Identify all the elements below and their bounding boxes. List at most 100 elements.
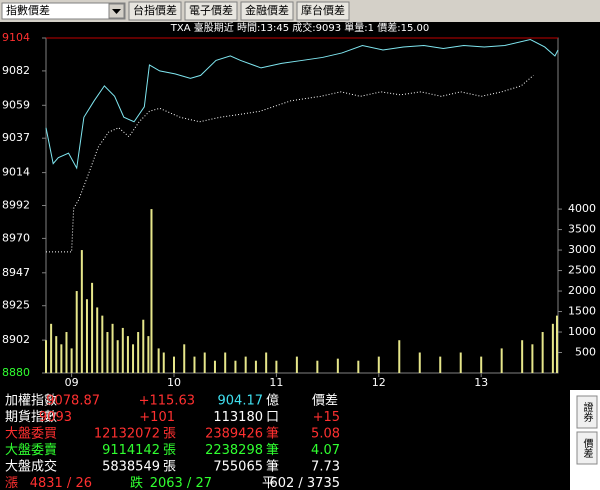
volume-bar — [555, 315, 558, 373]
y-tick-label: 9037 — [2, 131, 30, 144]
table-cell: +15 — [313, 410, 340, 425]
volume-bar — [55, 336, 58, 373]
volume-bar — [521, 340, 524, 373]
y2-tick-label: 1500 — [568, 305, 596, 318]
table-cell: 7.73 — [311, 460, 340, 475]
table-cell: 筆 — [266, 427, 279, 442]
dropdown-arrow — [112, 9, 121, 14]
price-line — [45, 38, 559, 170]
y2-tick-label: 1000 — [568, 325, 596, 338]
y-tick-label: 8992 — [2, 199, 30, 212]
table-cell: 2389426 — [205, 427, 263, 442]
volume-bar — [142, 319, 145, 373]
toolbar-button[interactable] — [240, 1, 294, 21]
volume-bar — [91, 282, 94, 373]
volume-bar — [137, 332, 140, 373]
toolbar-button-label: 電子價差 — [189, 3, 233, 17]
y-tick-label: 8947 — [2, 266, 30, 279]
table-cell: 4831 / 26 — [30, 476, 92, 490]
chart-title: TXA 臺股期近 時間:13:45 成交:9093 單量:1 價差:15.00 — [170, 21, 429, 34]
volume-bar — [254, 360, 257, 373]
volume-bar — [500, 348, 503, 373]
volume-bar — [106, 332, 109, 373]
volume-bar — [336, 358, 339, 373]
table-cell: 大盤委賣 — [5, 443, 57, 458]
side-tab-label: 價差 — [581, 437, 593, 458]
y2-tick-label: 3500 — [568, 223, 596, 236]
table-cell: 口 — [266, 410, 279, 425]
volume-bar — [224, 352, 227, 373]
y2-tick-label: 2500 — [568, 264, 596, 277]
volume-bar — [234, 360, 237, 373]
volume-bar — [418, 352, 421, 373]
toolbar-button[interactable] — [296, 1, 350, 21]
table-cell: 5.08 — [311, 427, 340, 442]
table-cell: 平 — [262, 476, 275, 490]
y-tick-label: 8970 — [2, 231, 30, 244]
table-cell: 2063 / 27 — [150, 476, 212, 490]
table-cell: 加權指數 — [5, 394, 57, 409]
volume-bar — [459, 352, 462, 373]
table-cell: 筆 — [266, 460, 279, 475]
dropdown-text: 指數價差 — [6, 3, 50, 17]
y-tick-label: 8880 — [2, 366, 30, 379]
toolbar-button[interactable] — [128, 1, 182, 21]
x-tick-label: 11 — [269, 376, 283, 389]
table-cell: 4.07 — [311, 443, 340, 458]
y-tick-label: 8925 — [2, 299, 30, 312]
volume-bar — [265, 352, 268, 373]
y-tick-label: 8902 — [2, 333, 30, 346]
table-cell: 12132072 — [94, 427, 160, 442]
toolbar-button-label: 台指價差 — [133, 3, 177, 17]
volume-bar — [126, 336, 129, 373]
table-cell: 大盤委買 — [5, 427, 57, 442]
table-cell: 期貨指數 — [5, 409, 57, 425]
table-cell: 2238298 — [205, 443, 263, 458]
dropdown[interactable] — [1, 2, 126, 20]
volume-bar — [295, 356, 298, 373]
volume-bar — [157, 348, 160, 373]
volume-bar — [244, 356, 247, 373]
volume-bar — [150, 209, 153, 373]
volume-bar — [162, 352, 165, 373]
y-tick-label: 9104 — [2, 31, 30, 44]
y-tick-label: 9014 — [2, 166, 30, 179]
volume-bar — [50, 323, 53, 373]
side-tab[interactable] — [576, 431, 598, 465]
volume-bar — [70, 348, 73, 373]
y2-tick-label: 2000 — [568, 284, 596, 297]
table-cell: 大盤成交 — [5, 459, 57, 475]
side-tab[interactable] — [576, 395, 598, 429]
volume-bar — [213, 360, 216, 373]
table-cell: 價差 — [312, 394, 338, 409]
volume-bar — [531, 344, 534, 373]
volume-bar — [541, 332, 544, 373]
volume-bar — [60, 344, 63, 373]
volume-bar — [111, 323, 114, 373]
toolbar-button[interactable] — [184, 1, 238, 21]
x-tick-label: 10 — [167, 376, 181, 389]
table-cell: 9114142 — [102, 443, 160, 458]
table-cell: 755065 — [213, 460, 263, 475]
y2-tick-label: 4000 — [568, 202, 596, 215]
side-tab-label: 證券 — [581, 401, 593, 423]
table-cell: 904.17 — [218, 394, 264, 409]
volume-bar — [116, 340, 119, 373]
table-cell: 億 — [266, 393, 279, 409]
volume-bar — [439, 356, 442, 373]
volume-bar — [173, 356, 175, 373]
volume-bar — [480, 356, 483, 373]
volume-bar — [398, 340, 401, 373]
y2-tick-label: 500 — [575, 346, 596, 359]
table-cell: 跌 — [130, 475, 143, 490]
volume-bar — [121, 327, 124, 373]
volume-bar — [85, 299, 88, 373]
table-cell: 筆 — [266, 443, 279, 458]
volume-bar — [65, 332, 68, 373]
table-cell: 張 — [163, 443, 176, 458]
y-tick-label: 9059 — [2, 98, 30, 111]
toolbar-button-label: 金融價差 — [245, 3, 289, 17]
